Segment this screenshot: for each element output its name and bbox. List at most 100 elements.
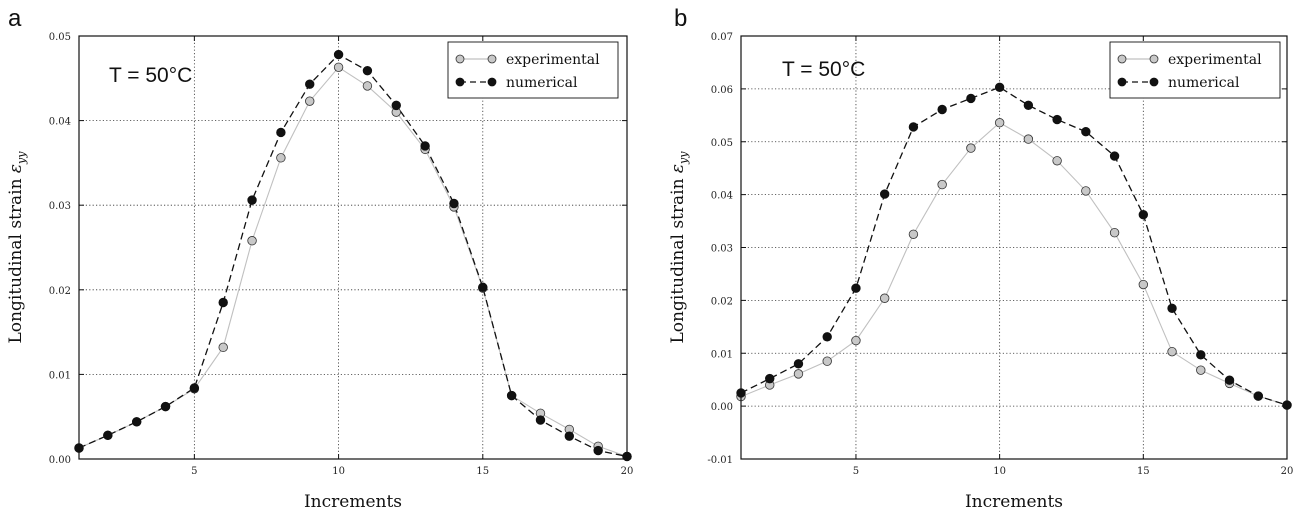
y-axis-label: Longitudinal strain εyy <box>668 151 690 344</box>
series-line-experimental <box>740 122 1288 406</box>
series-line-experimental <box>78 66 628 457</box>
data-point-numerical <box>391 100 401 111</box>
data-point-experimental <box>994 118 1005 128</box>
data-point-numerical <box>160 401 171 412</box>
data-point-numerical <box>449 198 459 209</box>
panel-a: a 5 10 15 20 0.00 0.01 0.02 0.03 0.04 0.05 T = 50… <box>6 5 633 512</box>
data-point-numerical <box>1023 100 1034 110</box>
legend-entry-numerical: numerical <box>1117 75 1240 91</box>
legend-label-experimental: experimental <box>1168 52 1262 68</box>
data-point-numerical <box>879 189 890 199</box>
data-point-numerical <box>506 390 517 401</box>
data-point-experimental <box>908 229 919 239</box>
data-point-numerical <box>478 282 488 292</box>
data-point-experimental <box>333 62 344 73</box>
y-tick-label: 0.05 <box>49 32 71 43</box>
data-point-numerical <box>822 332 832 342</box>
y-tick-label: 0.05 <box>711 138 733 149</box>
data-point-experimental <box>822 356 832 366</box>
data-point-numerical <box>103 430 113 441</box>
data-point-numerical <box>420 141 430 151</box>
legend-entry-experimental: experimental <box>1117 52 1262 68</box>
data-point-experimental <box>1052 156 1062 166</box>
x-tick-label: 20 <box>621 466 634 477</box>
data-point-numerical <box>305 79 315 89</box>
data-point-numerical <box>593 445 603 456</box>
legend-box <box>447 41 619 99</box>
x-axis-label: Increments <box>304 492 402 512</box>
series-line-numerical <box>740 86 1288 406</box>
data-point-experimental <box>1109 227 1120 238</box>
x-tick-label: 5 <box>853 466 859 477</box>
data-point-numerical <box>765 373 775 384</box>
data-point-experimental <box>1138 279 1149 290</box>
data-point-numerical <box>333 49 344 60</box>
data-point-numerical <box>564 431 575 441</box>
data-point-numerical <box>1196 350 1206 360</box>
data-point-numerical <box>1253 391 1263 401</box>
data-point-experimental <box>362 81 373 91</box>
legend-box <box>1109 41 1281 99</box>
data-point-experimental <box>218 342 228 353</box>
y-tick-label: 0.01 <box>49 370 71 381</box>
y-tick-label: 0.03 <box>711 244 733 255</box>
plot-frame <box>740 35 1288 460</box>
series-line-numerical <box>78 53 628 458</box>
data-point-numerical <box>131 417 142 427</box>
data-point-numerical <box>851 283 861 293</box>
x-tick-label: 20 <box>1281 466 1294 477</box>
x-tick-label: 5 <box>191 466 197 477</box>
y-tick-label: 0.00 <box>711 402 733 413</box>
x-axis-label: Increments <box>965 492 1063 512</box>
legend-entry-experimental: experimental <box>455 52 600 68</box>
data-point-numerical <box>1109 151 1120 161</box>
data-point-numerical <box>1081 127 1091 137</box>
x-tick-label: 10 <box>332 466 345 477</box>
panel-a-letter: a <box>8 5 22 32</box>
data-point-experimental <box>247 236 257 246</box>
y-tick-label: 0.04 <box>711 191 733 202</box>
data-point-numerical <box>994 82 1005 92</box>
data-point-experimental <box>1081 186 1091 196</box>
data-point-numerical <box>218 297 228 308</box>
data-point-experimental <box>879 293 890 303</box>
data-point-experimental <box>1196 365 1206 375</box>
data-point-experimental <box>1167 346 1177 357</box>
data-point-experimental <box>851 335 861 346</box>
y-tick-label: 0.03 <box>49 201 71 212</box>
x-tick-label: 10 <box>993 466 1006 477</box>
data-point-numerical <box>535 415 546 425</box>
data-point-experimental <box>966 143 976 153</box>
data-point-numerical <box>362 65 373 76</box>
panel-b: b 5 10 15 20 -0.01 0.00 0.01 0.02 0.03 0.04 0.05 0.… <box>668 5 1293 512</box>
y-tick-label: 0.04 <box>49 117 71 128</box>
data-point-experimental <box>276 153 286 163</box>
data-point-numerical <box>1167 303 1177 314</box>
data-point-experimental <box>793 369 804 379</box>
y-tick-label: -0.01 <box>707 455 733 466</box>
data-point-experimental <box>937 179 947 190</box>
data-point-numerical <box>1224 375 1235 385</box>
legend-label-numerical: numerical <box>1168 75 1240 91</box>
temperature-annotation: T = 50°C <box>782 58 865 81</box>
x-tick-label: 15 <box>1137 466 1150 477</box>
legend-entry-numerical: numerical <box>455 75 578 91</box>
y-tick-label: 0.06 <box>711 85 733 96</box>
data-point-experimental <box>305 96 315 106</box>
data-point-numerical <box>276 127 286 138</box>
legend: experimental numerical <box>447 41 619 99</box>
data-point-numerical <box>1138 210 1149 220</box>
legend-label-numerical: numerical <box>506 75 578 91</box>
panel-b-letter: b <box>674 5 687 32</box>
x-tick-label: 15 <box>476 466 489 477</box>
data-point-numerical <box>966 93 976 104</box>
data-point-numerical <box>908 122 919 132</box>
data-point-experimental <box>1023 134 1034 144</box>
data-point-numerical <box>1052 114 1062 125</box>
y-tick-label: 0.02 <box>49 286 71 297</box>
y-tick-label: 0.01 <box>711 349 733 360</box>
data-point-numerical <box>247 195 257 205</box>
data-point-numerical <box>793 359 804 369</box>
legend: experimental numerical <box>1109 41 1281 99</box>
